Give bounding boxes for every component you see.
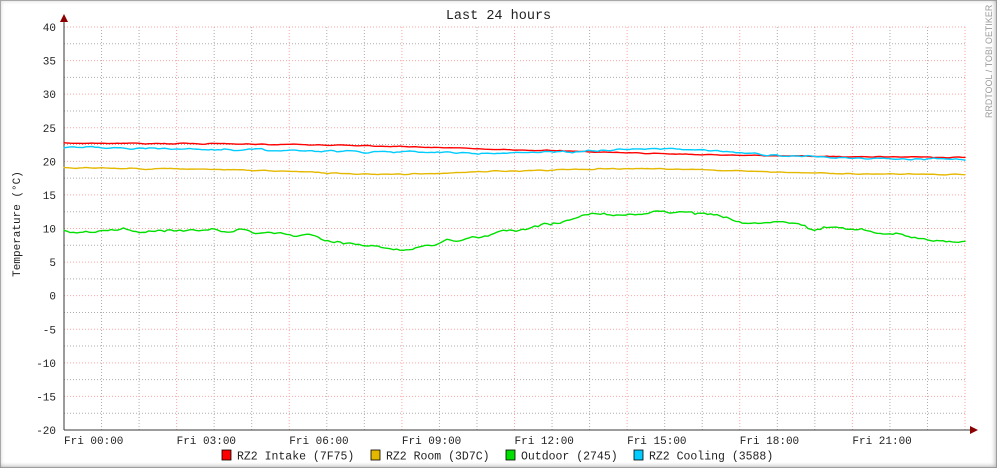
svg-text:RRDTOOL / TOBI OETIKER: RRDTOOL / TOBI OETIKER — [984, 5, 994, 118]
svg-text:10: 10 — [43, 225, 56, 237]
svg-text:-20: -20 — [36, 426, 56, 438]
svg-text:RZ2 Cooling (3588): RZ2 Cooling (3588) — [649, 450, 773, 463]
svg-text:15: 15 — [43, 191, 56, 203]
svg-text:Fri 06:00: Fri 06:00 — [289, 436, 348, 448]
svg-text:35: 35 — [43, 57, 56, 69]
svg-text:5: 5 — [49, 258, 56, 270]
svg-text:-15: -15 — [36, 392, 56, 404]
svg-text:Fri 03:00: Fri 03:00 — [177, 436, 236, 448]
svg-text:25: 25 — [43, 124, 56, 136]
svg-text:Fri 18:00: Fri 18:00 — [740, 436, 799, 448]
svg-text:-5: -5 — [43, 325, 56, 337]
svg-text:Temperature (°C): Temperature (°C) — [12, 171, 24, 277]
svg-text:Fri 12:00: Fri 12:00 — [515, 436, 574, 448]
svg-text:Fri 15:00: Fri 15:00 — [627, 436, 686, 448]
svg-text:Fri 00:00: Fri 00:00 — [64, 436, 123, 448]
svg-text:Outdoor (2745): Outdoor (2745) — [521, 450, 618, 463]
svg-text:Fri 09:00: Fri 09:00 — [402, 436, 461, 448]
svg-text:Last 24 hours: Last 24 hours — [446, 9, 551, 24]
svg-text:20: 20 — [43, 157, 56, 169]
svg-text:RZ2 Intake (7F75): RZ2 Intake (7F75) — [237, 450, 354, 463]
svg-text:30: 30 — [43, 90, 56, 102]
svg-text:RZ2 Room (3D7C): RZ2 Room (3D7C) — [386, 450, 490, 463]
svg-text:0: 0 — [49, 292, 56, 304]
svg-text:Fri 21:00: Fri 21:00 — [852, 436, 911, 448]
svg-text:40: 40 — [43, 23, 56, 35]
svg-text:-10: -10 — [36, 359, 56, 371]
